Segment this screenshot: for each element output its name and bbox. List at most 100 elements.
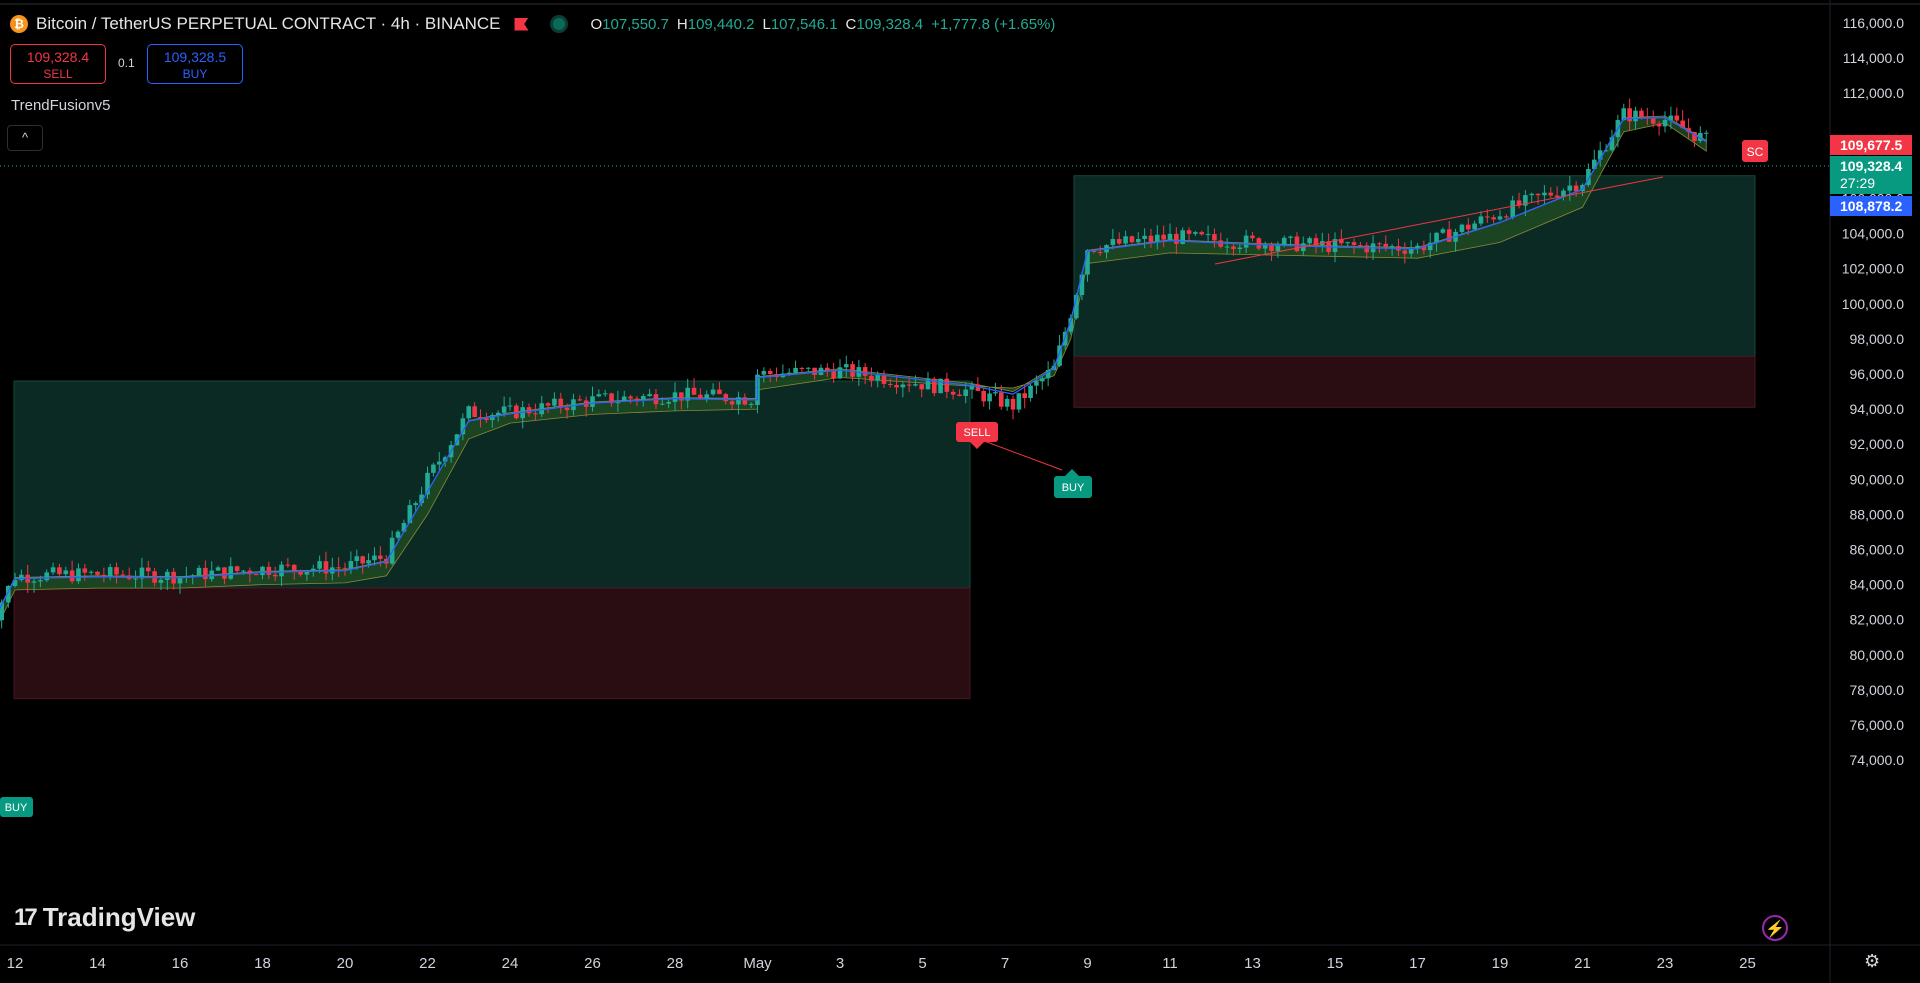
candle bbox=[818, 364, 824, 376]
candle bbox=[395, 529, 401, 540]
candle-body bbox=[526, 407, 532, 414]
candle-body bbox=[342, 567, 348, 569]
flag-icon[interactable] bbox=[514, 17, 529, 31]
candle-body bbox=[466, 406, 472, 419]
tradingview-logo[interactable]: 17 TradingView bbox=[14, 902, 195, 933]
candle-body bbox=[925, 378, 931, 390]
candle-body bbox=[413, 503, 419, 506]
buy-signal-2-label: BUY bbox=[1062, 482, 1085, 494]
candle-body bbox=[987, 393, 992, 402]
candle-body bbox=[460, 418, 466, 435]
collapse-indicators-button[interactable]: ^ bbox=[7, 125, 43, 151]
candle-body bbox=[228, 566, 234, 579]
settings-gear-icon[interactable]: ⚙ bbox=[1864, 951, 1881, 971]
candle bbox=[545, 401, 551, 414]
candle-body bbox=[628, 396, 633, 399]
candle bbox=[913, 375, 918, 387]
buy-button[interactable]: 109,328.5 BUY bbox=[147, 44, 243, 84]
candle bbox=[1440, 227, 1446, 235]
candle-body bbox=[95, 571, 100, 575]
candle-body bbox=[1609, 137, 1615, 151]
candle-body bbox=[44, 572, 50, 581]
candle-body bbox=[63, 570, 69, 575]
candle bbox=[1237, 244, 1243, 254]
time-axis-label: 17 bbox=[1409, 955, 1426, 972]
candle-body bbox=[1142, 235, 1147, 239]
candle bbox=[533, 403, 538, 421]
trend-line bbox=[1214, 176, 1664, 265]
time-axis-label: 23 bbox=[1657, 955, 1674, 972]
symbol-title[interactable]: Bitcoin / TetherUS PERPETUAL CONTRACT · … bbox=[36, 14, 501, 33]
candle bbox=[247, 567, 253, 583]
candle-body bbox=[1402, 250, 1408, 254]
time-axis-label: 22 bbox=[419, 955, 436, 972]
candle bbox=[628, 394, 633, 404]
candle-body bbox=[1339, 239, 1344, 244]
candle bbox=[1148, 228, 1154, 248]
candle-body bbox=[938, 378, 943, 394]
candle-body bbox=[975, 384, 981, 391]
candle-body bbox=[82, 568, 88, 573]
tradingview-logo-icon: 17 bbox=[14, 903, 38, 931]
candle bbox=[539, 395, 545, 418]
candle-body bbox=[761, 371, 767, 375]
lightning-icon[interactable]: ⚡ bbox=[1762, 915, 1788, 941]
candle bbox=[1123, 230, 1128, 247]
candle bbox=[425, 466, 430, 499]
candle-body bbox=[114, 567, 119, 575]
stop-zone-3 bbox=[1073, 355, 1756, 408]
price-axis-label: 76,000.0 bbox=[1850, 717, 1905, 733]
candle bbox=[190, 573, 195, 585]
candle bbox=[298, 569, 303, 577]
candle bbox=[419, 486, 424, 507]
candle-body bbox=[1389, 246, 1395, 248]
candle bbox=[1010, 395, 1016, 420]
candle bbox=[50, 562, 56, 575]
market-status-icon[interactable] bbox=[550, 15, 569, 33]
candle-body bbox=[1535, 193, 1541, 196]
candle bbox=[704, 390, 710, 403]
candle-body bbox=[1465, 224, 1471, 230]
candle-body bbox=[950, 391, 956, 395]
candle bbox=[881, 370, 887, 388]
time-axis-label: 24 bbox=[502, 955, 519, 972]
indicator-name[interactable]: TrendFusionv5 bbox=[11, 97, 111, 114]
candle-body bbox=[793, 367, 798, 373]
candle-body bbox=[1045, 370, 1051, 379]
candle-body bbox=[1478, 216, 1484, 224]
candle-body bbox=[698, 394, 703, 400]
candle bbox=[869, 367, 874, 387]
candle-body bbox=[875, 375, 881, 381]
candle bbox=[222, 567, 227, 585]
ohlc-high: H109,440.2 bbox=[676, 15, 755, 33]
candle bbox=[1307, 236, 1312, 246]
candle bbox=[938, 378, 943, 394]
candle-body bbox=[1281, 237, 1287, 246]
candle bbox=[1186, 227, 1192, 241]
time-axis-label: 11 bbox=[1162, 955, 1178, 972]
last-price-value: 109,328.4 bbox=[1840, 158, 1903, 174]
candle bbox=[957, 389, 962, 397]
candle bbox=[234, 565, 240, 575]
candle-body bbox=[944, 378, 950, 392]
candle bbox=[1478, 211, 1484, 227]
sell-button[interactable]: 109,328.4 SELL bbox=[10, 44, 106, 84]
candle-body bbox=[1123, 236, 1128, 244]
candle-body bbox=[1237, 247, 1243, 250]
candle bbox=[1205, 225, 1211, 243]
candle bbox=[1358, 241, 1363, 247]
ohlc-readout: O107,550.7 H109,440.2 L107,546.1 C109,32… bbox=[590, 16, 1055, 33]
candle bbox=[436, 452, 442, 471]
candle bbox=[672, 382, 678, 412]
candle bbox=[1199, 230, 1205, 236]
candle-body bbox=[1212, 234, 1217, 241]
candle bbox=[1364, 242, 1370, 260]
candle-body bbox=[177, 576, 183, 584]
candle-body bbox=[1161, 234, 1166, 240]
time-axis-label: 16 bbox=[172, 955, 189, 972]
candle-body bbox=[69, 570, 75, 582]
candle bbox=[1459, 223, 1465, 236]
candle-body bbox=[1358, 245, 1363, 247]
candle bbox=[6, 585, 11, 608]
